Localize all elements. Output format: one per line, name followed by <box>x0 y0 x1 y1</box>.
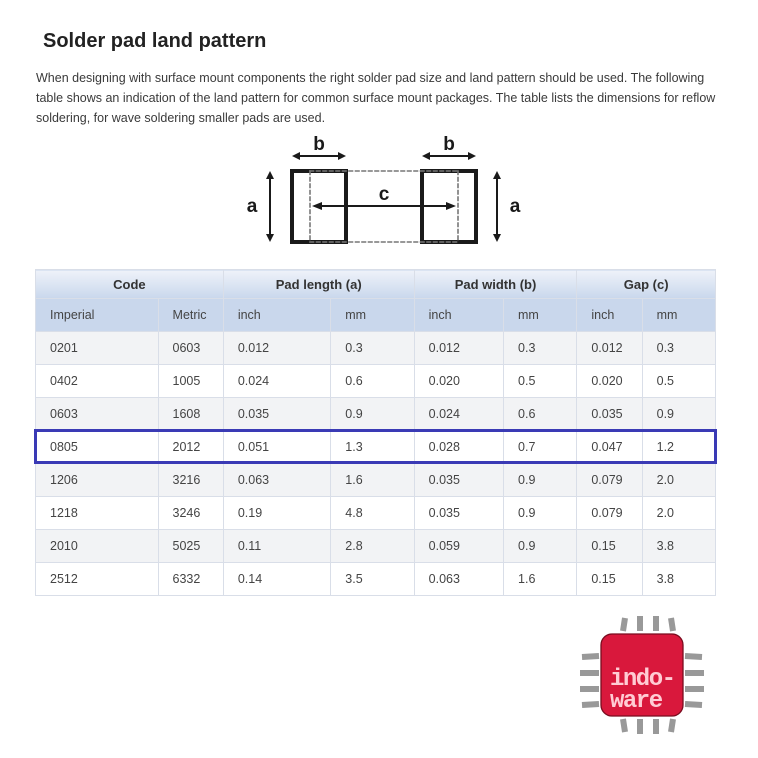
svg-text:b: b <box>443 136 455 155</box>
svg-text:b: b <box>313 136 325 155</box>
svg-text:ware: ware <box>610 688 663 715</box>
svg-text:a: a <box>510 196 521 217</box>
svg-text:a: a <box>247 196 258 217</box>
svg-text:c: c <box>379 184 390 205</box>
